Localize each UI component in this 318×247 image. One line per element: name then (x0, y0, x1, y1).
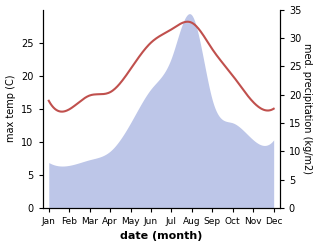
X-axis label: date (month): date (month) (120, 231, 203, 242)
Y-axis label: med. precipitation (kg/m2): med. precipitation (kg/m2) (302, 43, 313, 174)
Y-axis label: max temp (C): max temp (C) (5, 75, 16, 143)
